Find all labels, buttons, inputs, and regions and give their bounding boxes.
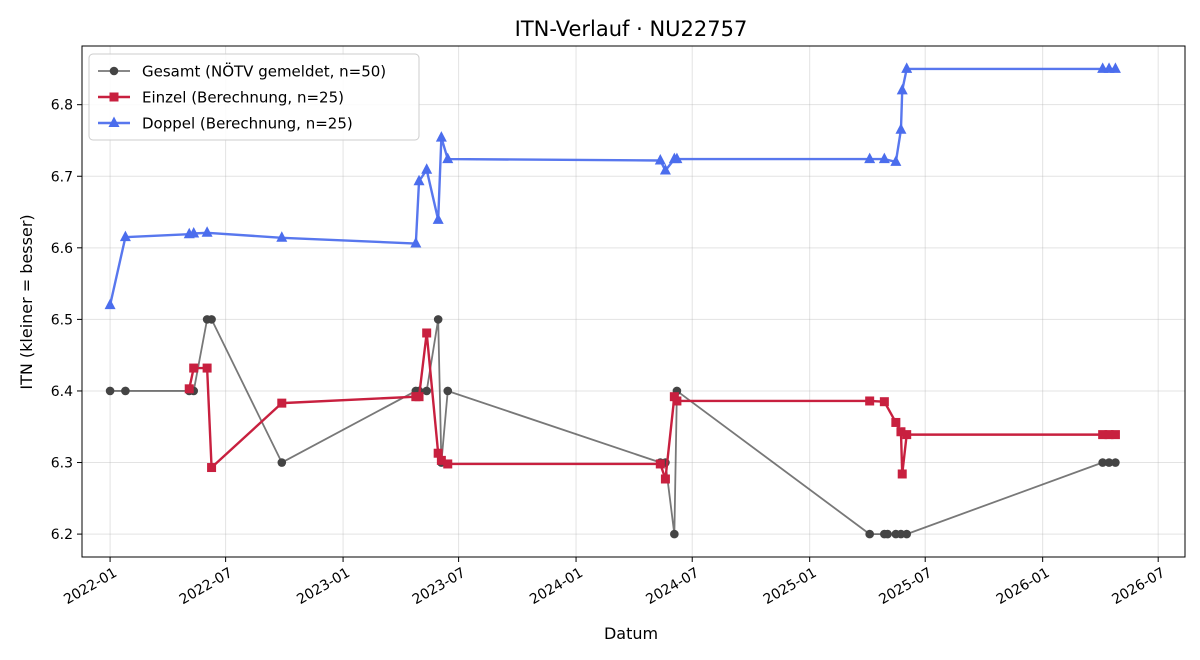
data-point — [435, 131, 447, 142]
data-point — [436, 455, 446, 465]
series-line — [110, 318, 1116, 535]
data-point — [897, 469, 907, 479]
data-point — [104, 298, 116, 310]
legend-marker — [109, 92, 119, 102]
data-point — [207, 463, 217, 473]
x-tick-label: 2024-01 — [527, 565, 586, 608]
data-point — [433, 315, 443, 324]
data-point — [1104, 430, 1114, 440]
x-tick-label: 2026-01 — [994, 565, 1053, 608]
data-point — [654, 153, 666, 165]
data-point — [865, 529, 874, 539]
legend-label: Doppel (Berechnung, n=25) — [142, 115, 353, 133]
x-tick-label: 2022-01 — [61, 565, 120, 608]
y-tick-label: 6.8 — [51, 98, 73, 114]
legend-label: Gesamt (NÖTV gemeldet, n=50) — [142, 62, 386, 81]
data-point — [655, 459, 665, 469]
data-point — [1098, 458, 1107, 467]
data-point — [422, 386, 431, 396]
data-point — [1111, 458, 1120, 467]
data-point — [188, 226, 200, 238]
data-point — [207, 315, 216, 324]
data-point — [410, 237, 422, 248]
data-point — [1098, 430, 1108, 440]
legend: Gesamt (NÖTV gemeldet, n=50) Einzel (Bere… — [88, 53, 420, 141]
data-point — [121, 386, 130, 396]
x-tick-label: 2022-07 — [177, 565, 236, 608]
data-point — [670, 529, 679, 539]
data-point — [883, 529, 892, 539]
data-point — [879, 397, 889, 407]
chart-title: ITN-Verlauf · NU22757 — [515, 17, 748, 41]
grid — [82, 46, 1185, 557]
data-point — [443, 459, 453, 469]
data-point — [421, 163, 433, 174]
y-tick-label: 6.5 — [51, 312, 73, 328]
data-point — [184, 384, 194, 394]
data-point — [202, 363, 212, 373]
data-point — [672, 396, 682, 406]
legend-marker — [108, 116, 120, 127]
data-point — [890, 155, 902, 166]
data-point — [902, 430, 912, 440]
data-point — [414, 392, 424, 402]
data-point — [896, 427, 906, 437]
data-point — [891, 417, 901, 427]
data-point — [864, 152, 876, 164]
series-circle — [105, 315, 1120, 539]
data-point — [422, 328, 432, 338]
y-axis-label: ITN (kleiner = besser) — [17, 214, 36, 389]
x-axis-label: Datum — [604, 624, 658, 643]
data-point — [1110, 430, 1120, 440]
data-point — [277, 458, 287, 467]
x-tick-label: 2025-01 — [761, 565, 820, 608]
series-square — [184, 328, 1120, 484]
data-point — [878, 152, 890, 164]
data-point — [1104, 458, 1114, 467]
data-point — [902, 529, 911, 539]
y-tick-label: 6.2 — [51, 527, 73, 543]
y-tick-label: 6.3 — [51, 456, 73, 472]
data-point — [201, 226, 213, 237]
data-point — [442, 152, 454, 164]
data-point — [901, 62, 913, 73]
legend-box — [88, 53, 420, 141]
data-point — [433, 448, 443, 458]
data-point — [865, 396, 875, 406]
data-point — [660, 474, 670, 484]
series-triangle — [104, 62, 1121, 310]
x-tick-label: 2024-07 — [643, 565, 702, 608]
data-point — [119, 230, 131, 242]
legend-label: Einzel (Berechnung, n=25) — [142, 89, 344, 107]
data-point — [671, 152, 683, 164]
data-point — [896, 83, 908, 95]
y-tick-label: 6.6 — [51, 241, 73, 257]
x-tick-label: 2025-07 — [876, 565, 935, 608]
legend-marker — [109, 66, 119, 76]
x-tick-label: 2026-07 — [1109, 565, 1168, 608]
data-point — [413, 174, 425, 186]
data-point — [443, 386, 453, 396]
x-tick-label: 2023-07 — [410, 565, 469, 608]
y-axis-ticks: 6.2 6.3 6.4 6.5 6.6 6.7 6.8 — [51, 98, 82, 543]
data-point — [432, 213, 444, 224]
y-tick-label: 6.4 — [51, 384, 73, 400]
data-point — [105, 386, 115, 396]
x-tick-label: 2023-01 — [294, 565, 353, 608]
data-point — [189, 363, 199, 373]
data-point — [1109, 62, 1121, 73]
y-tick-label: 6.7 — [51, 169, 73, 185]
data-point — [276, 231, 288, 242]
data-point — [895, 123, 907, 134]
x-axis-ticks: 2022-01 2022-07 2023-01 2023-07 2024-01 2024-… — [61, 557, 1168, 608]
plot-frame — [81, 45, 1186, 558]
data-point — [659, 164, 671, 175]
data-point — [277, 398, 287, 408]
series-line — [188, 331, 1116, 481]
series-layer — [104, 62, 1121, 539]
